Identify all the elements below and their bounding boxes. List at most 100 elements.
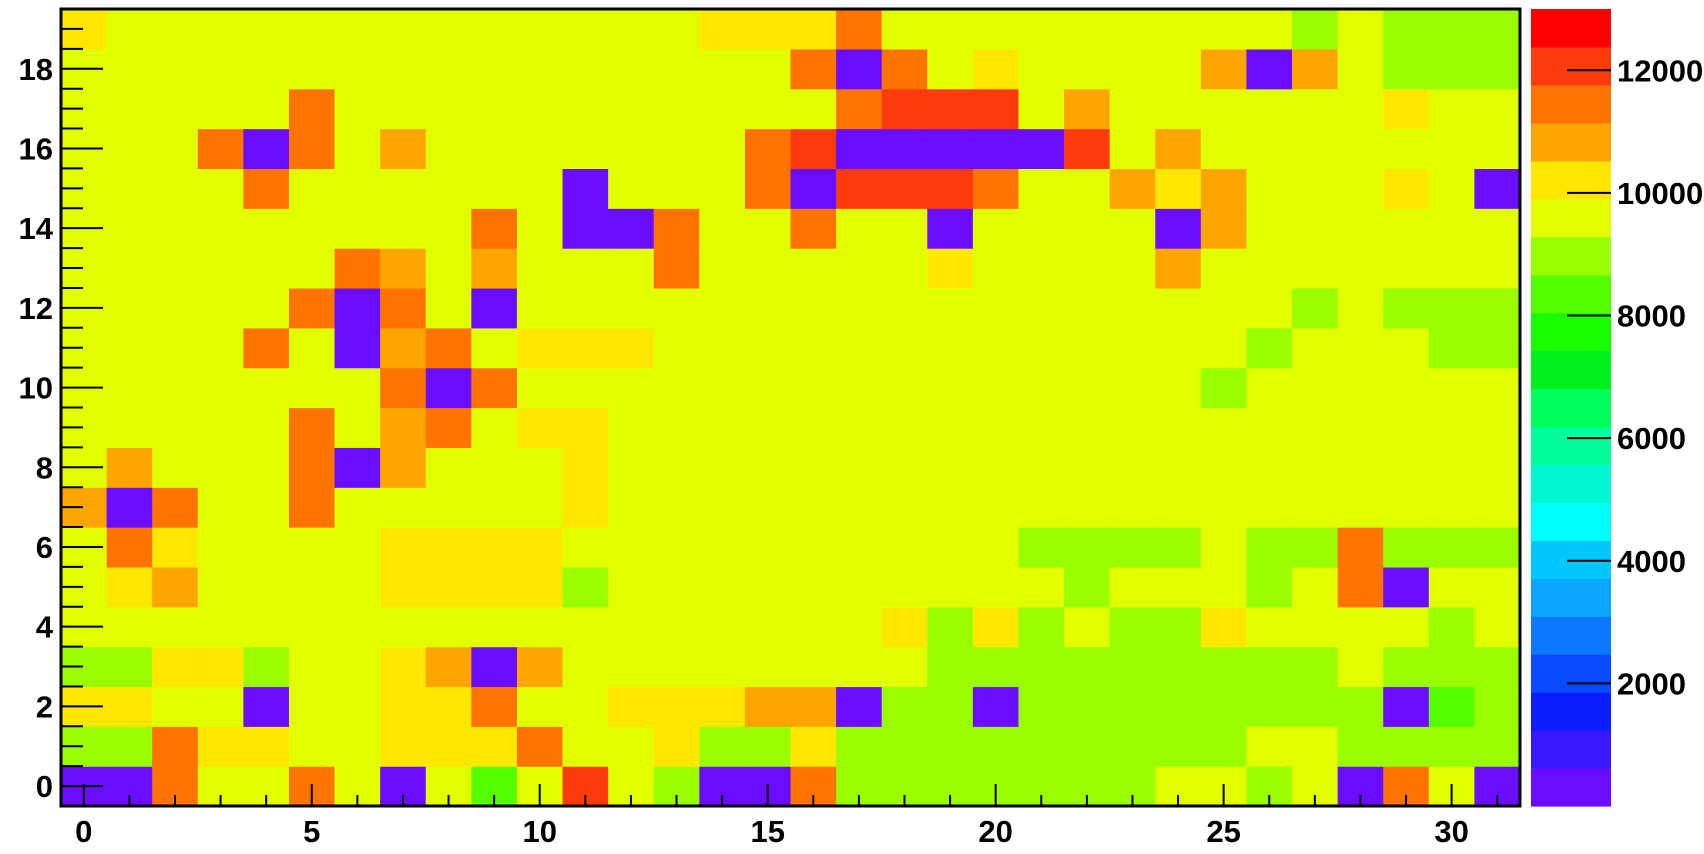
heatmap-cell xyxy=(471,407,518,448)
heatmap-cell xyxy=(106,208,153,249)
heatmap-cell xyxy=(562,48,609,90)
heatmap-cell xyxy=(608,208,655,249)
heatmap-cell xyxy=(243,287,290,329)
heatmap-cell xyxy=(288,128,336,169)
heatmap-cell xyxy=(1018,646,1065,688)
heatmap-cell xyxy=(1428,407,1476,448)
heatmap-cell xyxy=(1474,606,1521,648)
heatmap-cell xyxy=(380,686,427,727)
heatmap-cell xyxy=(106,248,153,289)
heatmap-cell xyxy=(288,9,336,50)
heatmap-cell xyxy=(1064,686,1111,727)
heatmap-cell xyxy=(106,48,153,90)
heatmap-cell xyxy=(562,566,609,608)
heatmap-cell xyxy=(152,327,199,369)
heatmap-cell xyxy=(1428,726,1476,767)
heatmap-cell xyxy=(562,407,609,448)
heatmap-cell xyxy=(1337,726,1384,767)
heatmap-cell xyxy=(927,367,974,409)
heatmap-cell xyxy=(653,726,700,767)
heatmap-cell xyxy=(106,487,153,528)
colorbar-tick-label: 4000 xyxy=(1617,544,1686,579)
heatmap-cell xyxy=(836,367,883,409)
colorbar-swatch xyxy=(1531,540,1611,579)
heatmap-cell xyxy=(288,407,336,448)
heatmap-cell xyxy=(562,447,609,488)
heatmap-cell xyxy=(334,566,381,608)
heatmap-cell xyxy=(1155,168,1202,209)
heatmap-cell xyxy=(927,128,974,169)
heatmap-cell xyxy=(881,686,928,727)
heatmap-cell xyxy=(1474,726,1521,767)
heatmap-cell xyxy=(927,48,974,90)
heatmap-cell xyxy=(197,327,244,369)
heatmap-cell xyxy=(972,48,1020,90)
heatmap-cell xyxy=(334,9,381,50)
heatmap-cell xyxy=(653,646,700,688)
heatmap-cell xyxy=(927,287,974,329)
heatmap-cell xyxy=(881,248,928,289)
heatmap-cell xyxy=(1383,487,1430,528)
heatmap-cell xyxy=(243,527,290,568)
heatmap-cell xyxy=(197,287,244,329)
heatmap-cell xyxy=(243,566,290,608)
heatmap-cell xyxy=(106,327,153,369)
heatmap-cell xyxy=(608,646,655,688)
heatmap-cell xyxy=(1018,686,1065,727)
heatmap-cell xyxy=(1383,327,1430,369)
heatmap-cell xyxy=(1018,407,1065,448)
heatmap-cell xyxy=(1064,726,1111,767)
heatmap-cell xyxy=(1428,327,1476,369)
heatmap-cell xyxy=(1474,248,1521,289)
heatmap-cell xyxy=(1064,527,1111,568)
heatmap-cell xyxy=(927,407,974,448)
heatmap-cell xyxy=(562,88,609,130)
heatmap-cell xyxy=(516,367,564,409)
heatmap-cell xyxy=(699,48,746,90)
heatmap-cell xyxy=(744,9,792,50)
heatmap-cell xyxy=(836,327,883,369)
heatmap-cell xyxy=(288,646,336,688)
colorbar-swatch xyxy=(1531,312,1611,352)
heatmap-cell xyxy=(790,248,837,289)
heatmap-cell xyxy=(1474,527,1521,568)
heatmap-cell xyxy=(790,48,837,90)
heatmap-cell xyxy=(1428,9,1476,50)
heatmap-cell xyxy=(516,88,564,130)
heatmap-cell xyxy=(1428,128,1476,169)
heatmap-cell xyxy=(972,168,1020,209)
heatmap-cell xyxy=(425,487,472,528)
heatmap-cell xyxy=(972,327,1020,369)
heatmap-cell xyxy=(972,248,1020,289)
heatmap-cell xyxy=(836,9,883,50)
heatmap-cell xyxy=(471,646,518,688)
heatmap-cell xyxy=(1337,487,1384,528)
heatmap-cell xyxy=(1383,128,1430,169)
heatmap-cell xyxy=(1383,248,1430,289)
heatmap-cell xyxy=(608,48,655,90)
heatmap-cell xyxy=(380,646,427,688)
heatmap-cell xyxy=(1155,327,1202,369)
heatmap-cell xyxy=(1064,447,1111,488)
heatmap-cell xyxy=(1109,287,1156,329)
heatmap-cell xyxy=(380,527,427,568)
heatmap-cell xyxy=(152,168,199,209)
heatmap-cell xyxy=(516,407,564,448)
heatmap-cell xyxy=(1018,487,1065,528)
heatmap-cell xyxy=(1064,208,1111,249)
heatmap-cell xyxy=(790,287,837,329)
heatmap-cell xyxy=(744,327,792,369)
heatmap-cell xyxy=(836,88,883,130)
heatmap-cell xyxy=(1109,566,1156,608)
heatmap-cell xyxy=(425,327,472,369)
heatmap-cell xyxy=(972,606,1020,648)
heatmap-cell xyxy=(1383,88,1430,130)
heatmap-cell xyxy=(1155,566,1202,608)
heatmap-cell xyxy=(1155,367,1202,409)
heatmap-cell xyxy=(1246,566,1293,608)
heatmap-cell xyxy=(197,726,244,767)
heatmap-cell xyxy=(1474,128,1521,169)
heatmap-cell xyxy=(1155,646,1202,688)
heatmap-cell xyxy=(744,248,792,289)
heatmap-cell xyxy=(380,447,427,488)
